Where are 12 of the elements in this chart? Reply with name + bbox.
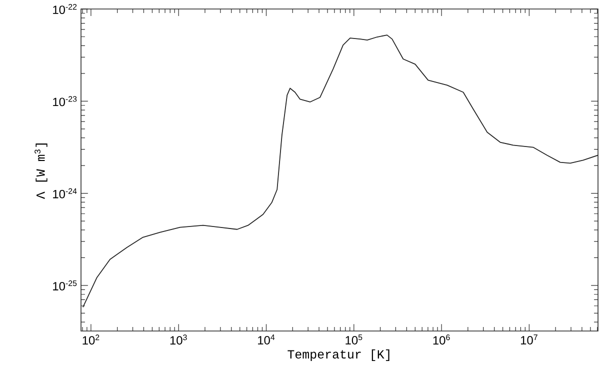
x-axis-title: Temperatur [K] <box>288 349 390 362</box>
y-tick-label: 10$^{-25}$ <box>53 280 77 290</box>
x-tick-label: 10$^{7}$ <box>520 334 538 344</box>
y-tick-label: 10$^{-23}$ <box>53 96 77 106</box>
x-tick-label: 10$^{3}$ <box>170 334 187 345</box>
y-tick-label: 10$^{-24}$ <box>53 188 77 198</box>
x-tick-label: 10$^{2}$ <box>82 334 100 345</box>
x-tick-label: 10$^{5}$ <box>346 334 362 344</box>
x-tick-label: 10$^{6}$ <box>433 334 450 345</box>
x-tick-label: 10$^{4}$ <box>258 334 275 344</box>
y-axis-title: Λ [W m$^{3}$] <box>34 144 48 199</box>
y-tick-label: 10$^{-22}$ <box>53 4 77 14</box>
